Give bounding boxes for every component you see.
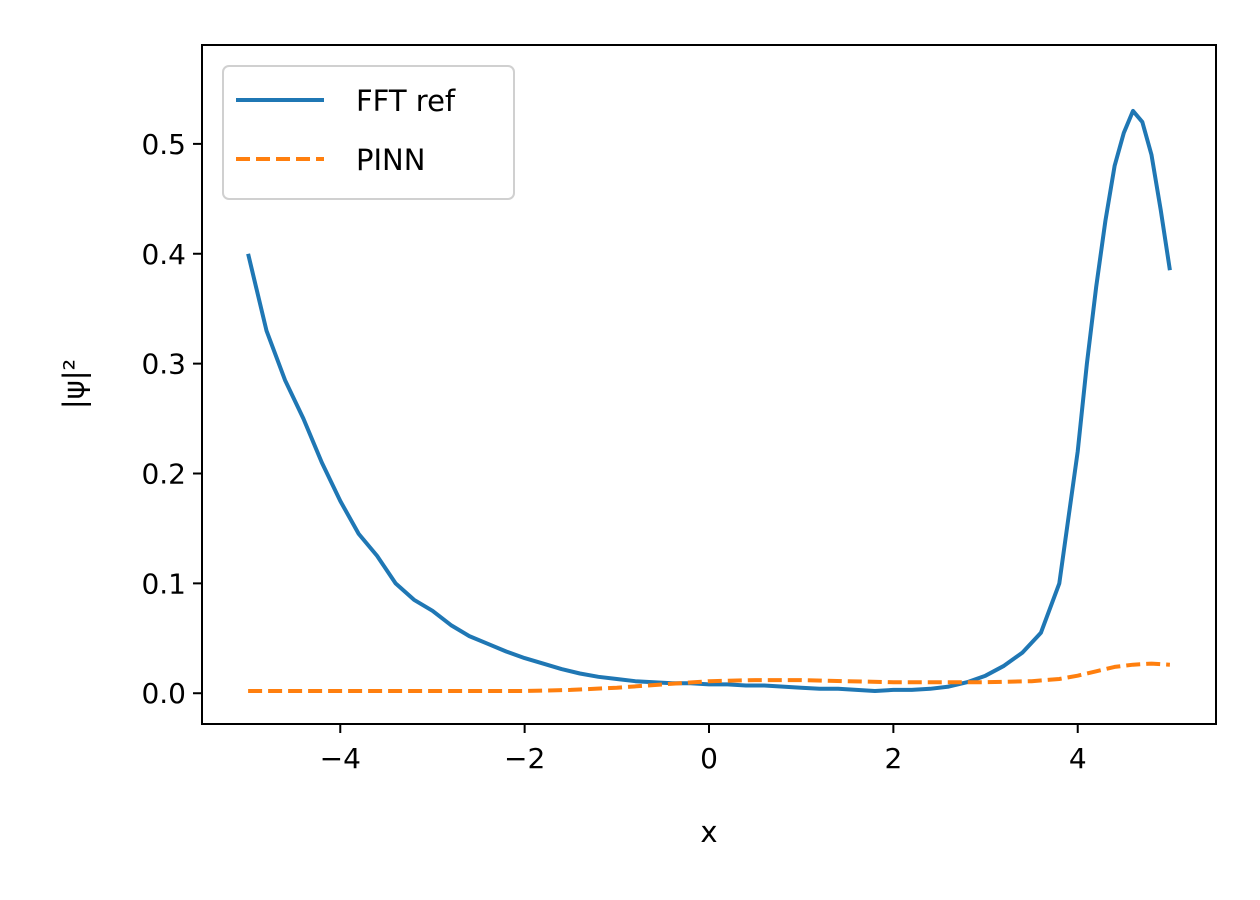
x-tick-label: 4 xyxy=(1069,742,1087,775)
x-tick-label: 0 xyxy=(700,742,718,775)
y-tick-label: 0.3 xyxy=(141,348,186,381)
series-layer xyxy=(246,108,1172,693)
x-tick-label: 2 xyxy=(884,742,902,775)
y-tick-label: 0.5 xyxy=(141,128,186,161)
y-tick-label: 0.2 xyxy=(141,457,186,490)
y-axis-ticks: 0.0 0.1 0.2 0.3 0.4 0.5 xyxy=(141,128,202,710)
x-tick-label: −2 xyxy=(504,742,545,775)
y-tick-label: 0.4 xyxy=(141,238,186,271)
legend-label-pinn: PINN xyxy=(356,143,425,177)
y-tick-label: 0.1 xyxy=(141,567,186,600)
legend: FFT ref PINN xyxy=(222,65,515,200)
y-tick-label: 0.0 xyxy=(141,677,186,710)
series-line-pinn xyxy=(248,661,1171,693)
legend-label-fft-ref: FFT ref xyxy=(356,84,456,118)
x-axis-ticks: −4 −2 0 2 4 xyxy=(320,724,1087,775)
x-axis-label: x xyxy=(700,815,717,849)
series-line-fft-ref xyxy=(246,108,1172,693)
y-axis-label: |ψ|² xyxy=(57,359,91,409)
x-tick-label: −4 xyxy=(320,742,361,775)
